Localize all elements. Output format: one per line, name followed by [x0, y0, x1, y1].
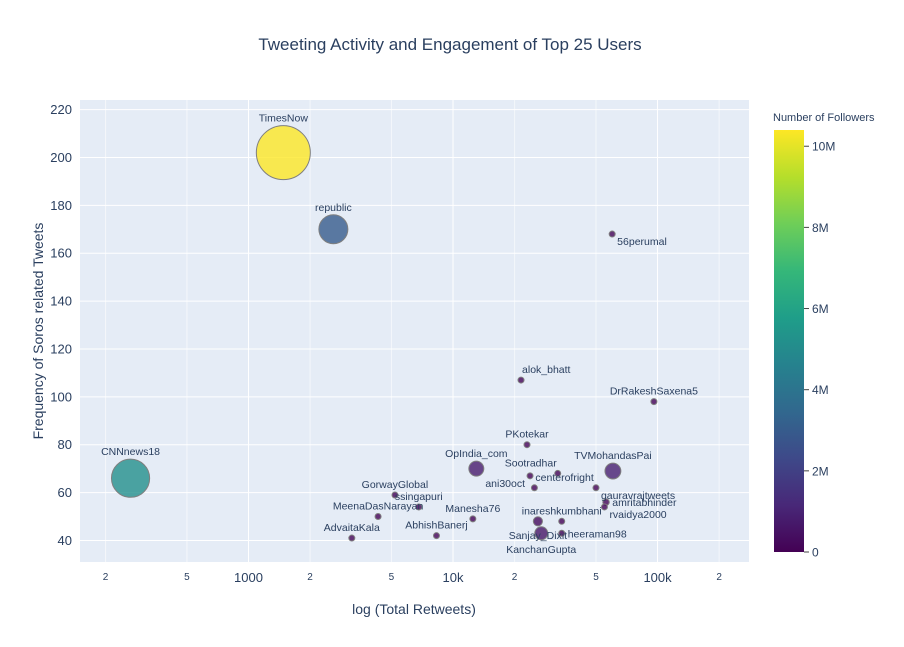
marker-ssingapuri	[415, 503, 423, 511]
x-tick-label: 10k	[443, 570, 464, 585]
y-tick-label: 80	[58, 437, 72, 452]
colorbar-tick-label: 6M	[812, 302, 829, 316]
marker-drrakeshsaxena5	[650, 398, 658, 406]
chart-title: Tweeting Activity and Engagement of Top …	[258, 35, 641, 54]
colorbar-tick-label: 2M	[812, 464, 829, 478]
point-label-inareshkumbhani: inareshkumbhani	[522, 505, 602, 517]
y-tick-label: 220	[50, 102, 72, 117]
y-tick-label: 140	[50, 294, 72, 309]
marker-republic	[318, 214, 349, 245]
marker-pkotekar	[523, 441, 531, 449]
point-label-centerofright: centerofright	[535, 472, 593, 484]
marker-opindia-com	[468, 460, 485, 477]
x-minor-tick-label: 5	[184, 572, 190, 583]
point-label-drrakeshsaxena5: DrRakeshSaxena5	[610, 386, 698, 398]
point-label-republic: republic	[315, 202, 352, 214]
marker-gauravrajtweets	[592, 484, 600, 492]
point-label-amritabhinder: amritabhinder	[612, 497, 677, 509]
y-axis-ticks: 40 60 80 100 120 140 160 180 200 220	[50, 102, 72, 548]
y-tick-label: 40	[58, 533, 72, 548]
grid-lines	[80, 100, 749, 562]
marker-timesnow	[255, 125, 311, 181]
y-tick-label: 100	[50, 389, 72, 404]
colorbar-tick-label: 10M	[812, 140, 835, 154]
point-label-cnnnews18: CNNnews18	[101, 446, 160, 458]
marker-rvaidya2000	[600, 503, 608, 511]
marker-sootradhar	[554, 469, 562, 477]
marker-tvmohandaspai	[604, 462, 622, 480]
marker-manesha76	[469, 515, 477, 523]
x-minor-tick-label: 5	[593, 572, 599, 583]
point-label-rvaidya2000: rvaidya2000	[609, 509, 666, 521]
y-axis-title: Frequency of Soros related Tweets	[30, 223, 46, 440]
marker-centerofright	[530, 484, 538, 492]
point-label-opindia-com: OpIndia_com	[445, 448, 508, 460]
point-label-gauravrajtweets: gauravrajtweets	[601, 490, 675, 502]
point-label-tvmohandaspai: TVMohandasPai	[574, 450, 652, 462]
marker-ani30oct	[526, 472, 534, 480]
point-label-sanjay-dixit: Sanjay_Dixit	[509, 530, 567, 542]
point-label-ssingapuri: ssingapuri	[395, 491, 443, 503]
colorbar-tick-label: 0	[812, 546, 819, 560]
colorbar-tick-label: 4M	[812, 383, 829, 397]
colorbar-tick-label: 8M	[812, 221, 829, 235]
colorbar: Number of Followers 0 2M 4M 6M 8M 10M	[773, 112, 875, 560]
x-tick-label: 1000	[234, 570, 263, 585]
marker-heeraman98	[558, 529, 566, 537]
marker-56perumal	[608, 230, 616, 238]
y-tick-label: 160	[50, 246, 72, 261]
x-minor-tick-label: 5	[389, 572, 395, 583]
point-label-abhishbanerj: AbhishBanerj	[405, 520, 467, 532]
point-label-manesha76: Manesha76	[445, 503, 500, 515]
x-minor-tick-label: 2	[307, 572, 313, 583]
point-label-56perumal: 56perumal	[617, 236, 667, 248]
colorbar-ticks: 0 2M 4M 6M 8M 10M	[804, 140, 835, 560]
y-tick-label: 60	[58, 485, 72, 500]
data-markers	[110, 125, 658, 542]
marker-kanchangupta	[534, 526, 549, 541]
marker-inareshkumbhani	[558, 517, 566, 525]
point-label-gorwayglobal: GorwayGlobal	[362, 479, 429, 491]
marker-abhishbanerj	[432, 532, 440, 540]
point-label-advaitakala: AdvaitaKala	[324, 522, 380, 534]
plot-background	[80, 100, 749, 562]
point-label-alok-bhatt: alok_bhatt	[522, 364, 571, 376]
point-label-kanchangupta: KanchanGupta	[506, 544, 576, 556]
point-label-meenadasnarayan: MeenaDasNarayan	[333, 501, 424, 513]
point-label-heeraman98: heeraman98	[568, 528, 627, 540]
point-label-ani30oct: ani30oct	[485, 478, 525, 490]
y-tick-label: 200	[50, 150, 72, 165]
colorbar-title: Number of Followers	[773, 112, 875, 124]
colorbar-gradient	[774, 130, 804, 552]
point-labels: TimesNow republic CNNnews18 56perumal alok_b…	[101, 113, 698, 556]
point-label-pkotekar: PKotekar	[505, 429, 549, 441]
point-label-sootradhar: Sootradhar	[505, 457, 557, 469]
x-axis-ticks: 1000 10k 100k 2 5 2 5 2 5 2	[103, 570, 723, 585]
y-tick-label: 180	[50, 198, 72, 213]
marker-sanjay-dixit	[532, 516, 543, 527]
marker-gorwayglobal	[391, 491, 399, 499]
x-axis-title: log (Total Retweets)	[352, 601, 476, 617]
marker-meenadasnarayan	[374, 513, 382, 521]
marker-alok-bhatt	[517, 376, 525, 384]
marker-advaitakala	[348, 534, 356, 542]
y-tick-label: 120	[50, 341, 72, 356]
x-minor-tick-label: 2	[716, 572, 722, 583]
x-tick-label: 100k	[643, 570, 672, 585]
x-minor-tick-label: 2	[512, 572, 518, 583]
point-label-timesnow: TimesNow	[259, 113, 309, 125]
marker-cnnnews18	[110, 458, 151, 498]
x-minor-tick-label: 2	[103, 572, 109, 583]
